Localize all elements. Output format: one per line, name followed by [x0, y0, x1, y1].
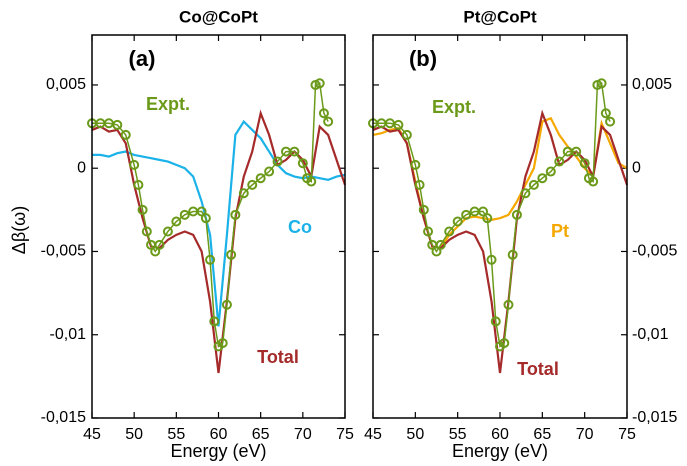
data-point	[490, 316, 501, 327]
series-label: Expt.	[432, 97, 476, 117]
x-tick-label: 45	[364, 426, 382, 443]
data-point	[600, 108, 611, 119]
data-point	[461, 209, 472, 220]
data-point	[162, 226, 173, 237]
data-point	[255, 173, 266, 184]
data-point	[200, 213, 211, 224]
data-point	[230, 209, 241, 220]
x-tick-label: 65	[533, 426, 551, 443]
data-point	[579, 158, 590, 169]
y-tick-label: 0	[77, 159, 86, 176]
chart-title: Co@CoPt	[179, 7, 258, 26]
data-point	[478, 206, 489, 217]
data-point	[418, 204, 429, 215]
x-axis-label: Energy (eV)	[170, 441, 266, 461]
data-point	[596, 78, 607, 89]
x-tick-label: 50	[406, 426, 424, 443]
x-tick-label: 75	[618, 426, 636, 443]
data-point	[205, 254, 216, 265]
data-point	[306, 176, 317, 187]
panel-label: (b)	[409, 46, 437, 71]
panel-label: (a)	[129, 46, 156, 71]
data-point	[314, 78, 325, 89]
data-point	[410, 159, 421, 170]
data-point	[247, 179, 258, 190]
data-point	[129, 159, 140, 170]
data-point	[154, 239, 165, 250]
data-point	[289, 146, 300, 157]
y-tick-label: 0,005	[46, 76, 86, 93]
data-point	[272, 156, 283, 167]
data-point	[571, 146, 582, 157]
data-point	[503, 299, 514, 310]
series-label: Total	[517, 359, 559, 379]
data-point	[221, 299, 232, 310]
series-label: Expt.	[146, 94, 190, 114]
data-point	[141, 226, 152, 237]
x-tick-label: 70	[294, 426, 312, 443]
data-point	[297, 158, 308, 169]
data-point	[499, 338, 510, 349]
data-point	[120, 129, 131, 140]
data-point	[545, 166, 556, 177]
y-tick-label: -0,01	[632, 326, 669, 343]
series-label: Total	[257, 347, 299, 367]
x-tick-label: 65	[252, 426, 270, 443]
data-point	[133, 179, 144, 190]
data-point	[486, 254, 497, 265]
y-axis-label: Δβ(ω)	[9, 206, 29, 254]
chart-title: Pt@CoPt	[463, 7, 537, 26]
x-tick-label: 60	[210, 426, 228, 443]
data-point	[318, 108, 329, 119]
data-point	[444, 226, 455, 237]
data-point	[171, 216, 182, 227]
data-point	[393, 119, 404, 130]
x-axis-label: Energy (eV)	[452, 441, 548, 461]
x-tick-label: 75	[336, 426, 354, 443]
x-tick-label: 50	[125, 426, 143, 443]
y-tick-label: 0	[632, 159, 641, 176]
data-point	[605, 116, 616, 127]
data-point	[217, 338, 228, 349]
data-point	[414, 179, 425, 190]
data-point	[238, 188, 249, 199]
data-point	[537, 173, 548, 184]
x-tick-label: 60	[491, 426, 509, 443]
y-tick-label: 0,005	[632, 76, 672, 93]
data-point	[511, 209, 522, 220]
plot-frame	[372, 34, 628, 419]
data-point	[588, 176, 599, 187]
plot-frame	[91, 34, 346, 419]
x-tick-label: 55	[167, 426, 185, 443]
y-tick-label: -0,015	[632, 409, 677, 426]
data-point	[401, 129, 412, 140]
y-tick-label: -0,015	[41, 409, 86, 426]
data-point	[482, 213, 493, 224]
x-tick-label: 70	[576, 426, 594, 443]
data-point	[431, 246, 442, 257]
series-label: Co	[288, 217, 312, 237]
data-point	[520, 188, 531, 199]
data-point	[209, 316, 220, 327]
x-tick-label: 45	[83, 426, 101, 443]
data-point	[112, 119, 123, 130]
data-point	[226, 249, 237, 260]
data-point	[435, 239, 446, 250]
series-label: Pt	[551, 221, 569, 241]
data-point	[507, 249, 518, 260]
data-point	[423, 226, 434, 237]
data-point	[528, 179, 539, 190]
data-point	[323, 116, 334, 127]
data-point	[554, 156, 565, 167]
data-point	[137, 204, 148, 215]
y-tick-label: -0,005	[41, 243, 86, 260]
x-tick-label: 55	[449, 426, 467, 443]
y-tick-label: -0,01	[50, 326, 87, 343]
data-point	[179, 209, 190, 220]
y-tick-label: -0,005	[632, 243, 677, 260]
data-point	[264, 166, 275, 177]
data-point	[452, 216, 463, 227]
